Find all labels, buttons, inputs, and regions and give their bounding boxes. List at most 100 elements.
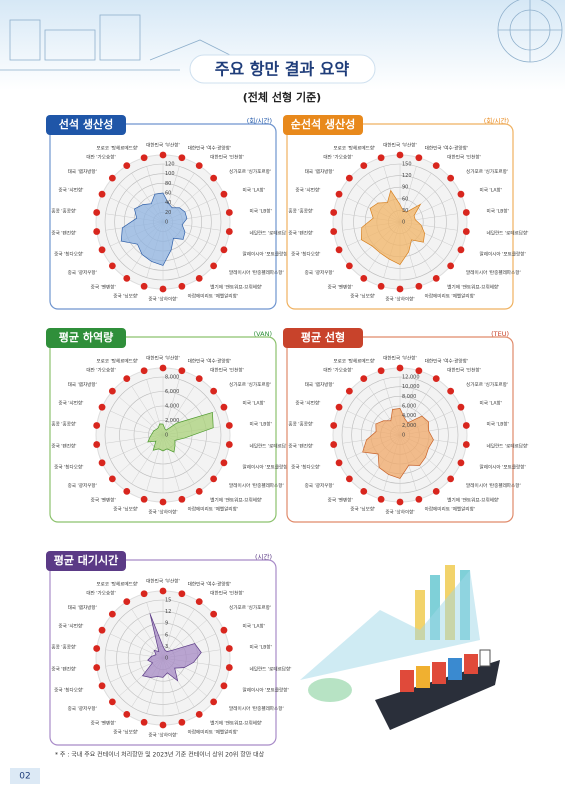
category-label: 태국 '램차방항' [68, 381, 97, 388]
flag-marker [345, 475, 353, 483]
flag-marker [140, 367, 148, 375]
category-label: 벨기에 '앤트워프-브뤼헤항' [210, 719, 262, 726]
flag-marker [98, 459, 106, 467]
panel-title: 순선석 생산성 [291, 117, 356, 131]
flag-marker [123, 598, 131, 606]
flag-marker [159, 498, 167, 506]
category-label: 중국 '칭다오항' [54, 250, 83, 257]
panel-badge [283, 115, 363, 135]
panel-title: 평균 하역량 [59, 330, 113, 344]
category-label: 대한민국 '인천항' [210, 154, 244, 161]
flag-marker [123, 162, 131, 170]
category-label: 말레이시아 '포트클랑항' [243, 250, 289, 257]
radar-area [360, 189, 425, 265]
flag-marker [195, 274, 203, 282]
flag-marker [432, 274, 440, 282]
flag-marker [98, 246, 106, 254]
category-label: 미국 'LB항' [487, 421, 509, 428]
category-label: 홍콩 '홍콩항' [288, 421, 313, 428]
spoke [131, 609, 164, 659]
flag-marker [377, 282, 385, 290]
panel-badge [46, 551, 126, 571]
r-tick-label: 10,000 [402, 384, 420, 390]
flag-marker [396, 364, 404, 372]
flag-marker [93, 645, 101, 652]
flag-marker [457, 246, 465, 254]
flag-marker [447, 262, 455, 270]
flag-marker [108, 698, 116, 706]
category-label: 태국 '램차방항' [68, 604, 97, 611]
flag-marker [140, 718, 148, 726]
flag-marker [360, 274, 368, 282]
category-label: 중국 '칭다오항' [291, 250, 320, 257]
r-tick-label: 15 [165, 598, 171, 604]
category-label: 중국 '옌톈항' [328, 496, 353, 503]
flag-marker [330, 441, 338, 448]
category-label: 홍콩 '홍콩항' [51, 208, 76, 215]
flag-marker [377, 154, 385, 162]
flag-marker [335, 403, 343, 411]
flag-marker [159, 151, 167, 159]
category-label: 중국 '옌톈항' [91, 719, 116, 726]
flag-marker [123, 710, 131, 718]
panel-badge [46, 328, 126, 348]
category-label: 네덜란드 '로테르담항' [250, 442, 292, 449]
category-label: 싱가포르 '싱가포르항' [466, 381, 508, 388]
category-label: 중국 '상하이항' [148, 732, 177, 739]
r-tick-label: 120 [165, 162, 175, 168]
flag-marker [159, 285, 167, 293]
r-tick-label: 0 [402, 433, 405, 439]
flag-marker [123, 375, 131, 383]
flag-marker [225, 209, 233, 216]
spoke [162, 602, 180, 659]
category-label: 싱가포르 '싱가포르항' [466, 168, 508, 175]
flag-marker [178, 590, 186, 598]
category-label: 말레이시아 '탄중펠레파스항' [229, 482, 284, 489]
flag-marker [220, 403, 228, 411]
flag-marker [462, 228, 470, 235]
r-tick-label: 90 [402, 185, 408, 191]
flag-marker [432, 487, 440, 495]
category-label: 중국 '광저우항' [305, 269, 334, 276]
flag-marker [98, 626, 106, 634]
flag-marker [195, 487, 203, 495]
r-tick-label: 4,000 [402, 413, 416, 419]
flag-marker [123, 487, 131, 495]
category-label: 대만 '가오슝항' [86, 367, 115, 374]
r-tick-label: 0 [165, 433, 168, 439]
flag-marker [178, 367, 186, 375]
flag-marker [462, 422, 470, 429]
r-tick-label: 80 [165, 181, 171, 187]
flag-marker [93, 441, 101, 448]
spoke [110, 633, 164, 659]
r-tick-label: 8,000 [165, 375, 179, 381]
category-label: 중국 '샤먼항' [58, 400, 83, 407]
flag-marker [210, 698, 218, 706]
flag-marker [396, 285, 404, 293]
panel-title: 선석 생산성 [59, 117, 113, 131]
category-label: 모로코 '탕헤르메드항' [96, 581, 138, 588]
flag-marker [447, 387, 455, 395]
flag-marker [159, 364, 167, 372]
flag-marker [93, 228, 101, 235]
flag-marker [195, 710, 203, 718]
panel-title: 평균 선형 [301, 330, 345, 344]
flag-marker [220, 626, 228, 634]
flag-marker [225, 422, 233, 429]
category-label: 중국 '닝보항' [113, 292, 138, 299]
category-label: 중국 '톈진항' [288, 229, 313, 236]
flag-marker [415, 367, 423, 375]
category-label: 대한민국 '부산항' [383, 142, 417, 149]
category-label: 네덜란드 '로테르담항' [250, 229, 292, 236]
category-label: 말레이시아 '포트클랑항' [243, 463, 289, 470]
category-label: 중국 '톈진항' [288, 442, 313, 449]
category-label: 대한민국 '인천항' [447, 154, 481, 161]
r-tick-label: 6,000 [402, 404, 416, 410]
category-label: 모로코 '탕헤르메드항' [96, 358, 138, 365]
category-label: 홍콩 '홍콩항' [51, 644, 76, 651]
r-tick-label: 60 [165, 191, 171, 197]
category-label: 대만 '가오슝항' [86, 154, 115, 161]
flag-marker [447, 475, 455, 483]
category-label: 네덜란드 '로테르담항' [250, 665, 292, 672]
